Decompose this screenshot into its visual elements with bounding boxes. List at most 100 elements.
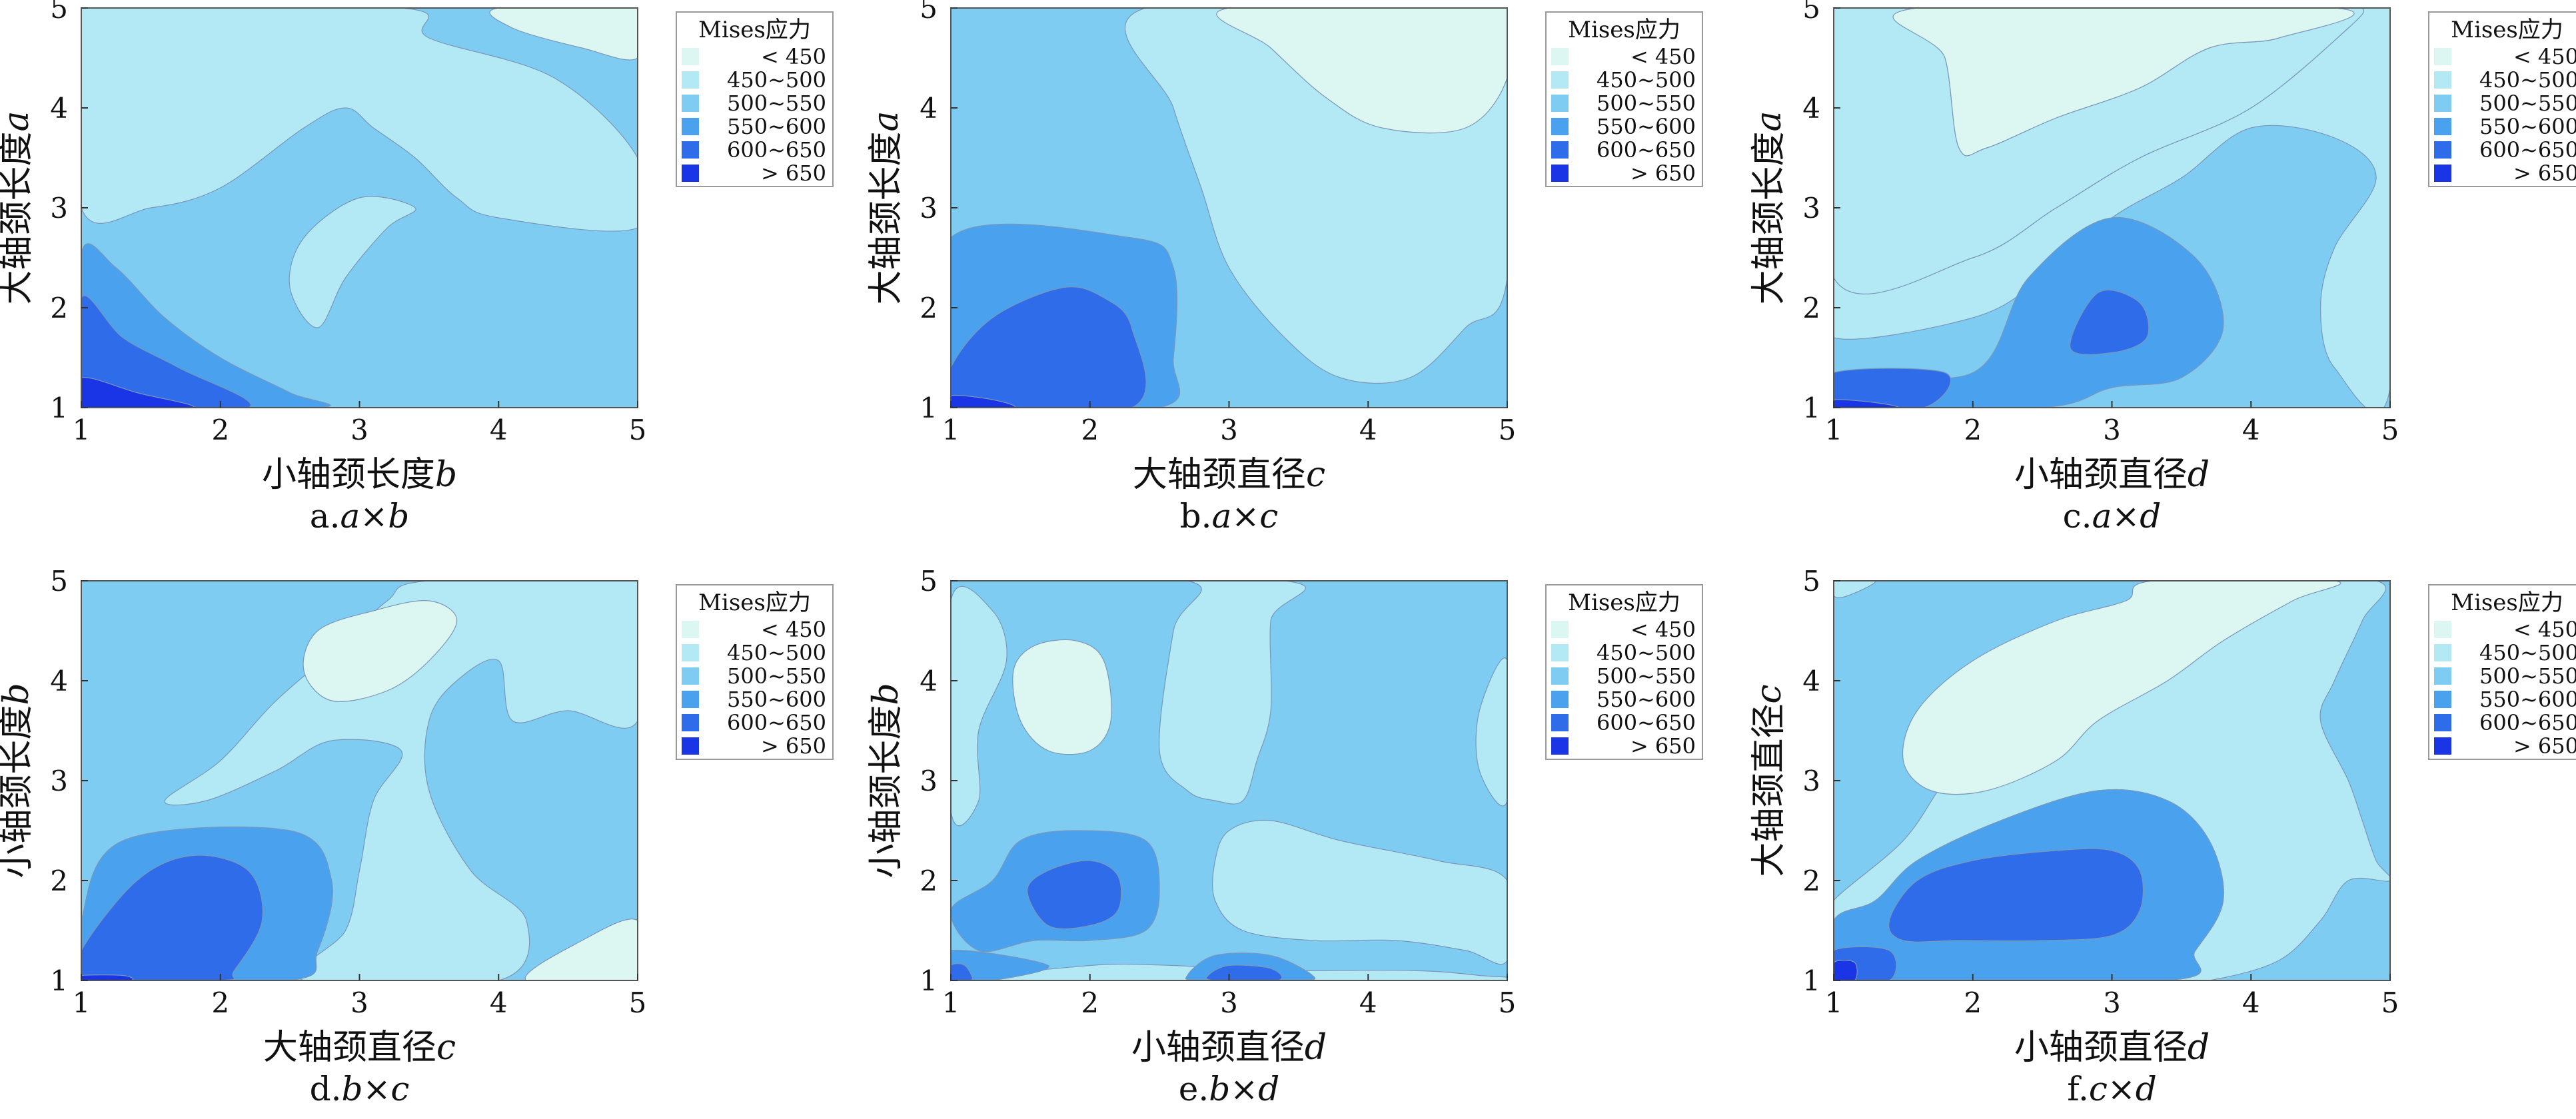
x-tick-label: 4 <box>2242 414 2260 446</box>
legend-swatch <box>2434 48 2451 65</box>
x-axis-label: 大轴颈直径c <box>1133 455 1325 495</box>
x-tick-label: 3 <box>350 986 368 1019</box>
contour-band <box>1012 639 1112 755</box>
contour-band <box>164 581 638 980</box>
x-tick-label: 3 <box>2103 414 2121 446</box>
legend-swatch <box>2434 621 2451 638</box>
x-tick-label: 3 <box>350 414 368 446</box>
legend-item-label: > 650 <box>761 161 826 186</box>
contour-band <box>81 8 638 232</box>
legend-swatch <box>2434 71 2451 89</box>
legend-box <box>676 584 834 760</box>
legend-swatch <box>682 644 699 661</box>
legend-swatch <box>682 621 699 638</box>
legend-swatch <box>682 71 699 89</box>
x-tick-label: 5 <box>2381 986 2399 1019</box>
legend-item-label: 500~550 <box>2479 663 2576 689</box>
legend-item-label: < 450 <box>1630 44 1696 69</box>
y-tick-label: 4 <box>1802 92 1820 125</box>
contour-band <box>1212 819 1507 965</box>
legend-swatch <box>682 48 699 65</box>
legend-swatch <box>682 714 699 731</box>
y-tick-label: 1 <box>1802 392 1820 424</box>
x-tick-label: 5 <box>629 414 647 446</box>
x-axis-label: 小轴颈直径d <box>1131 1028 1327 1068</box>
contour-band <box>1475 657 1507 807</box>
y-tick-label: 4 <box>1802 665 1820 697</box>
y-tick-label: 4 <box>920 665 938 697</box>
contour-band <box>951 286 1147 408</box>
legend-item-label: < 450 <box>761 617 826 642</box>
legend-title: Mises应力 <box>2451 589 2563 616</box>
legend-item-label: 500~550 <box>727 663 826 689</box>
legend-swatch <box>2434 691 2451 708</box>
legend-item-label: 550~600 <box>1597 114 1696 139</box>
x-tick-label: 1 <box>1825 986 1843 1019</box>
legend-swatch <box>2434 118 2451 135</box>
y-tick-label: 1 <box>50 392 68 424</box>
legend-swatch <box>2434 737 2451 755</box>
x-tick-label: 1 <box>73 986 91 1019</box>
legend-item-label: 500~550 <box>1597 91 1696 116</box>
y-tick-label: 5 <box>920 565 938 597</box>
y-tick-label: 5 <box>1802 565 1820 597</box>
y-tick-label: 1 <box>920 964 938 997</box>
x-axis-label: 小轴颈直径d <box>2014 1028 2210 1068</box>
y-tick-label: 3 <box>50 765 68 797</box>
contour-band <box>951 949 1049 980</box>
y-tick-label: 5 <box>1802 0 1820 25</box>
legend-swatch <box>682 141 699 159</box>
x-tick-label: 5 <box>629 986 647 1019</box>
x-tick-label: 4 <box>2242 986 2260 1019</box>
legend-box <box>2428 11 2576 187</box>
legend-item-label: 600~650 <box>727 137 826 163</box>
y-tick-label: 3 <box>1802 765 1820 797</box>
panel-caption: b.a×c <box>1180 497 1279 536</box>
legend-item-label: 600~650 <box>2479 137 2576 163</box>
y-tick-label: 5 <box>920 0 938 25</box>
x-tick-label: 4 <box>1359 986 1377 1019</box>
contour-band <box>1834 581 1876 598</box>
legend-swatch <box>682 95 699 112</box>
contour-band <box>951 585 1007 827</box>
y-tick-label: 3 <box>920 765 938 797</box>
legend-swatch <box>2434 95 2451 112</box>
contour-band <box>289 196 416 328</box>
x-tick-label: 5 <box>1499 414 1517 446</box>
legend-box <box>676 11 834 187</box>
contour-plot: 1 2 3 4 5 1 2 3 4 5 大轴颈直径c 大轴颈长度a b.a×c Mises应力< 4504… <box>866 0 1703 536</box>
legend-item-label: < 450 <box>1630 617 1696 642</box>
legend-swatch <box>2434 644 2451 661</box>
contour-band <box>1834 216 2224 408</box>
legend-item-label: 550~600 <box>727 114 826 139</box>
legend-title: Mises应力 <box>2451 17 2563 43</box>
legend-swatch <box>682 667 699 685</box>
legend-item-label: 500~550 <box>2479 91 2576 116</box>
y-axis-label: 小轴颈长度b <box>866 683 906 878</box>
x-tick-label: 2 <box>1964 414 1982 446</box>
x-tick-label: 1 <box>942 986 960 1019</box>
legend-item-label: > 650 <box>2513 161 2576 186</box>
legend-item-label: > 650 <box>761 733 826 759</box>
y-tick-label: 3 <box>920 192 938 224</box>
x-tick-label: 5 <box>1499 986 1517 1019</box>
x-tick-label: 4 <box>1359 414 1377 446</box>
contour-band <box>1888 848 2144 942</box>
y-axis-label: 小轴颈长度b <box>0 683 37 878</box>
legend-item-label: 450~500 <box>1597 67 1696 93</box>
legend-item-label: 550~600 <box>2479 114 2576 139</box>
legend-item-label: 450~500 <box>2479 67 2576 93</box>
x-tick-label: 2 <box>211 414 229 446</box>
legend-title: Mises应力 <box>1568 589 1680 616</box>
contour-band <box>951 963 973 980</box>
x-tick-label: 2 <box>211 986 229 1019</box>
legend-item-label: 550~600 <box>2479 687 2576 712</box>
y-tick-label: 4 <box>920 92 938 125</box>
legend-item-label: 600~650 <box>2479 710 2576 735</box>
x-tick-label: 4 <box>490 986 508 1019</box>
y-tick-label: 1 <box>920 392 938 424</box>
contour-plot: 1 2 3 4 5 1 2 3 4 5 小轴颈直径d 大轴颈长度a c.a×d Mises应力< 4504… <box>1749 0 2576 536</box>
legend-swatch <box>2434 667 2451 685</box>
contour-plot: 1 2 3 4 5 1 2 3 4 5 小轴颈长度b 大轴颈长度a a.a×b Mises应力< 4504… <box>0 0 834 536</box>
legend-item-label: 600~650 <box>1597 710 1696 735</box>
